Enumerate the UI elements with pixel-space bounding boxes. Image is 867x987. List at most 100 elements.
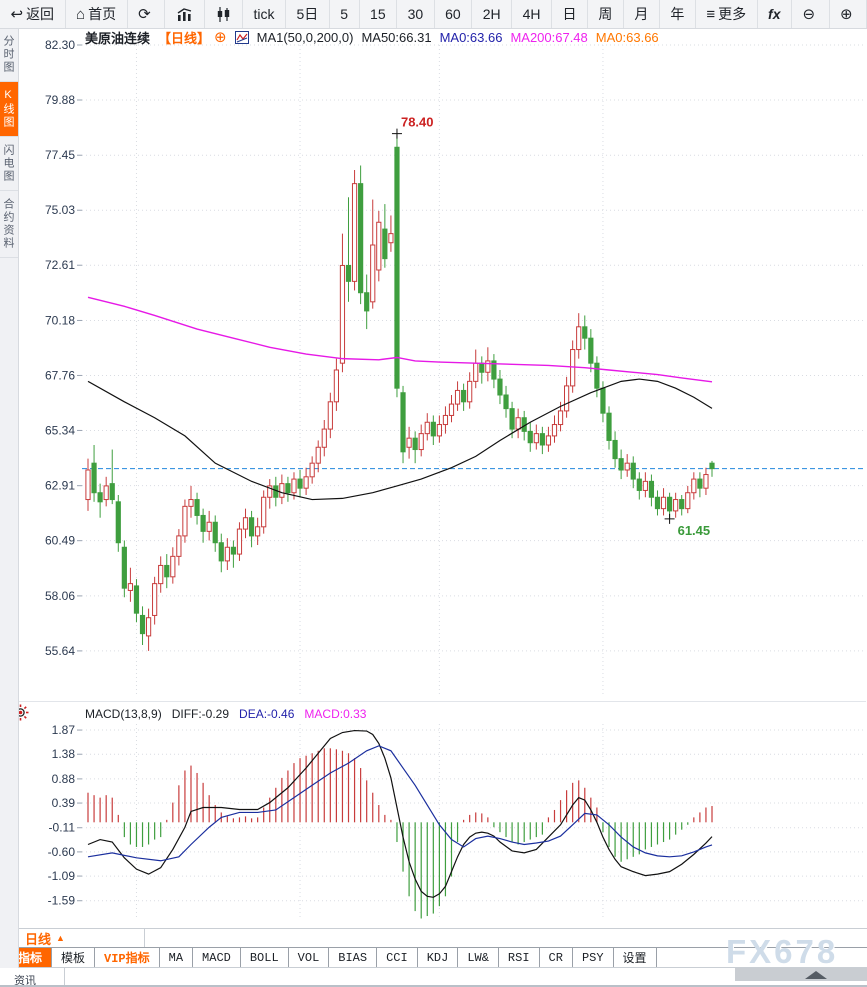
sidebar-item-contract-info[interactable]: 合约资料 bbox=[0, 191, 18, 258]
interval-week-button[interactable]: 周 bbox=[588, 0, 624, 28]
toolbar-item-label: 首页 bbox=[88, 6, 117, 22]
more-button[interactable]: ≡ 更多 bbox=[696, 0, 758, 28]
price-annotation: 61.45 bbox=[678, 523, 711, 538]
interval-30-button[interactable]: 30 bbox=[397, 0, 435, 28]
home-button[interactable]: ⌂ 首页 bbox=[66, 0, 128, 28]
toolbar-item-label: 5 bbox=[340, 6, 349, 22]
interval-day-button[interactable]: 日 bbox=[552, 0, 588, 28]
toolbar-item-label: 4H bbox=[522, 6, 541, 22]
period-selector-label: 日线 bbox=[25, 931, 52, 947]
svg-text:-1.59: -1.59 bbox=[48, 894, 76, 908]
zoom-in-button[interactable]: ⊕ bbox=[830, 0, 867, 28]
tab-设置[interactable]: 设置 bbox=[613, 947, 657, 967]
add-indicator-icon[interactable]: ⊕ bbox=[214, 29, 227, 46]
sidebar-item-lightning-chart[interactable]: 闪电图 bbox=[0, 137, 18, 191]
interval-5-button[interactable]: 5 bbox=[330, 0, 360, 28]
tab-KDJ[interactable]: KDJ bbox=[417, 947, 459, 967]
tab-VIP指标[interactable]: VIP指标 bbox=[95, 947, 160, 967]
svg-text:-1.09: -1.09 bbox=[48, 869, 76, 883]
refresh-button[interactable]: ⟳ bbox=[128, 0, 166, 28]
news-tab[interactable]: 资讯 bbox=[0, 968, 65, 987]
line-chart-button[interactable] bbox=[165, 0, 206, 28]
interval-4h-button[interactable]: 4H bbox=[512, 0, 552, 28]
interval-2h-button[interactable]: 2H bbox=[472, 0, 513, 28]
tab-PSY[interactable]: PSY bbox=[572, 947, 614, 967]
tab-bar-filler bbox=[656, 947, 867, 967]
tab-CCI[interactable]: CCI bbox=[377, 947, 418, 967]
sidebar-item-kline-chart[interactable]: K线图 bbox=[0, 82, 18, 137]
macd-series[interactable] bbox=[87, 729, 713, 919]
sidebar-item-time-chart[interactable]: 分时图 bbox=[0, 28, 18, 82]
svg-text:67.76: 67.76 bbox=[45, 368, 75, 382]
home-icon: ⌂ bbox=[76, 5, 86, 23]
toolbar-item-label: 60 bbox=[445, 6, 461, 22]
candlestick-icon bbox=[217, 6, 229, 22]
toolbar-item-label: 30 bbox=[407, 6, 424, 22]
horizontal-scrollbar[interactable] bbox=[735, 968, 867, 981]
svg-text:0.39: 0.39 bbox=[52, 796, 76, 810]
tab-RSI[interactable]: RSI bbox=[498, 947, 540, 967]
kline-mini-icon[interactable] bbox=[234, 30, 249, 44]
svg-text:55.64: 55.64 bbox=[45, 644, 75, 658]
tab-VOL[interactable]: VOL bbox=[288, 947, 330, 967]
zoom-out-button[interactable]: ⊖ bbox=[792, 0, 830, 28]
svg-text:58.06: 58.06 bbox=[45, 589, 75, 603]
toolbar-item-label: 更多 bbox=[718, 6, 747, 22]
news-label: 资讯 bbox=[14, 975, 36, 987]
toolbar-item-label: 日 bbox=[562, 6, 577, 22]
tab-BOLL[interactable]: BOLL bbox=[240, 947, 289, 967]
toolbar-item-label: 5日 bbox=[296, 6, 319, 22]
symbol-name: 美原油连续 bbox=[85, 30, 151, 46]
main-chart-header: 美原油连续 【日线】 ⊕ MA1(50,0,200,0) MA50:66.31 … bbox=[85, 29, 659, 46]
ma200-line bbox=[87, 296, 713, 383]
interval-5d-button[interactable]: 5日 bbox=[286, 0, 330, 28]
period-tag: 【日线】 bbox=[158, 30, 211, 46]
period-selector[interactable]: 日线 ▲ bbox=[18, 929, 145, 948]
macd-diff-value: DIFF:-0.29 bbox=[171, 707, 230, 721]
tab-MACD[interactable]: MACD bbox=[193, 947, 241, 967]
svg-text:75.03: 75.03 bbox=[45, 203, 75, 217]
macd-dea-value: DEA:-0.46 bbox=[239, 707, 295, 721]
left-sidebar: 分时图 K线图 闪电图 合约资料 bbox=[0, 28, 19, 968]
svg-text:0.88: 0.88 bbox=[52, 772, 76, 786]
back-button[interactable]: ↩ 返回 bbox=[0, 0, 66, 28]
interval-tick-button[interactable]: tick bbox=[243, 0, 287, 28]
toolbar-item-label: 周 bbox=[598, 6, 613, 22]
tab-BIAS[interactable]: BIAS bbox=[329, 947, 378, 967]
scroll-up-arrow-icon[interactable] bbox=[805, 971, 827, 979]
tab-LW&[interactable]: LW& bbox=[458, 947, 499, 967]
toolbar-item-label: 年 bbox=[670, 6, 685, 22]
price-annotation: 78.40 bbox=[401, 115, 434, 130]
toolbar-item-label: 返回 bbox=[26, 6, 55, 22]
svg-text:-0.11: -0.11 bbox=[49, 821, 76, 835]
tab-指标[interactable]: 指标 bbox=[9, 947, 53, 967]
fx-indicator-button[interactable]: fx bbox=[758, 0, 792, 28]
svg-text:60.49: 60.49 bbox=[45, 534, 75, 548]
ma0-orange-value: MA0:63.66 bbox=[595, 29, 659, 45]
price-marker-cross bbox=[391, 128, 402, 139]
svg-text:1.38: 1.38 bbox=[52, 747, 76, 761]
svg-text:-0.60: -0.60 bbox=[48, 845, 76, 859]
interval-15-button[interactable]: 15 bbox=[360, 0, 398, 28]
tab-CR[interactable]: CR bbox=[539, 947, 573, 967]
interval-60-button[interactable]: 60 bbox=[435, 0, 473, 28]
candlestick-series[interactable] bbox=[85, 133, 715, 651]
more-icon: ≡ bbox=[706, 5, 716, 23]
tab-模板[interactable]: 模板 bbox=[52, 947, 96, 967]
ma0-blue-value: MA0:63.66 bbox=[439, 29, 503, 45]
ma-params: MA1(50,0,200,0) bbox=[256, 29, 354, 45]
svg-text:77.45: 77.45 bbox=[45, 148, 75, 162]
xaxis-row: 日线 ▲ bbox=[18, 928, 867, 948]
interval-year-button[interactable]: 年 bbox=[660, 0, 696, 28]
tab-MA[interactable]: MA bbox=[159, 947, 194, 967]
indicator-tab-bar: 指标 模板 VIP指标 MA MACD BOLL VOL BIAS CCI KDJ LW& RSI CR… bbox=[0, 947, 867, 968]
svg-text:1.87: 1.87 bbox=[52, 723, 76, 737]
ma50-line bbox=[87, 378, 713, 501]
candlestick-button[interactable] bbox=[205, 0, 244, 28]
toolbar-item-label: 15 bbox=[370, 6, 386, 22]
price-marker-cross bbox=[664, 513, 675, 524]
svg-text:79.88: 79.88 bbox=[45, 93, 75, 107]
interval-month-button[interactable]: 月 bbox=[624, 0, 660, 28]
